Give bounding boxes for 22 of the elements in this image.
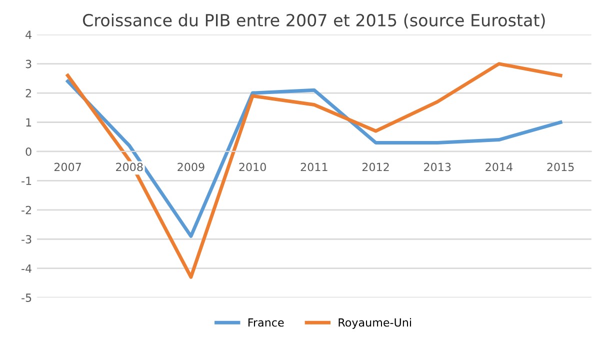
y-tick-label: -2 <box>22 206 31 214</box>
chart-title: Croissance du PIB entre 2007 et 2015 (source Eurostat) <box>82 14 545 28</box>
y-tick-label: 1 <box>26 118 32 126</box>
x-tick-label: 2015 <box>547 162 574 172</box>
y-tick-label: -1 <box>22 176 32 185</box>
x-tick-label: 2014 <box>486 162 512 172</box>
x-tick-label: 2012 <box>362 162 389 172</box>
y-tick-label: -3 <box>22 235 32 244</box>
x-tick-label: 2009 <box>178 162 204 172</box>
y-tick-label: 3 <box>26 60 32 68</box>
y-tick-label: 4 <box>26 30 32 39</box>
x-tick-label: 2007 <box>54 162 81 172</box>
x-tick-label: 2013 <box>424 162 451 172</box>
y-tick-label: -5 <box>22 294 32 302</box>
y-tick-label: 0 <box>26 147 32 156</box>
y-tick-label: 2 <box>26 89 31 98</box>
x-tick-label: 2011 <box>300 162 328 172</box>
x-tick-label: 2010 <box>239 162 266 172</box>
x-tick-label: 2008 <box>116 162 143 172</box>
legend-label: France <box>248 318 284 327</box>
legend-label: Royaume-Uni <box>338 318 412 329</box>
y-tick-label: -4 <box>22 264 32 273</box>
